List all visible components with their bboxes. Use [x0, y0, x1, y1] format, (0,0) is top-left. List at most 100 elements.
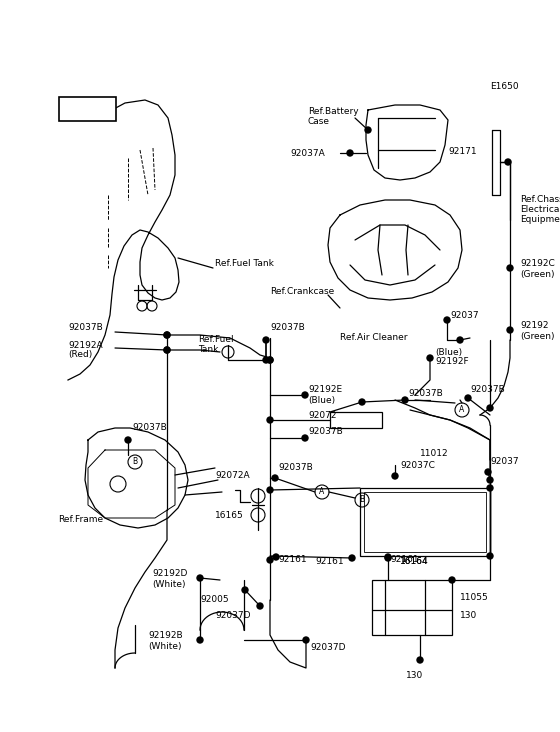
Text: Equipment: Equipment	[520, 215, 560, 225]
Circle shape	[402, 397, 408, 403]
Text: Ref.Crankcase: Ref.Crankcase	[270, 288, 334, 296]
Circle shape	[457, 337, 463, 343]
Circle shape	[197, 575, 203, 581]
Text: 130: 130	[460, 610, 477, 619]
Text: Electrical: Electrical	[520, 206, 560, 214]
Circle shape	[267, 357, 273, 363]
Circle shape	[273, 554, 279, 560]
Text: 92037: 92037	[490, 458, 519, 466]
Text: 11055: 11055	[460, 594, 489, 602]
Text: FRONT: FRONT	[68, 105, 106, 115]
Bar	[364, 492, 486, 552]
Text: A: A	[319, 488, 325, 496]
Text: Ref.Fuel Tank: Ref.Fuel Tank	[215, 258, 274, 267]
Text: 11012: 11012	[420, 449, 449, 458]
Text: 92037D: 92037D	[215, 610, 250, 619]
Circle shape	[272, 475, 278, 481]
Circle shape	[263, 357, 269, 363]
Circle shape	[303, 637, 309, 643]
Text: 92037B: 92037B	[470, 386, 505, 395]
Circle shape	[267, 557, 273, 563]
Circle shape	[267, 487, 273, 493]
Text: 92072: 92072	[308, 411, 337, 419]
Text: Ref.Fuel: Ref.Fuel	[198, 335, 234, 345]
Circle shape	[487, 553, 493, 559]
Circle shape	[465, 395, 471, 401]
Text: 92161: 92161	[315, 558, 344, 567]
Circle shape	[507, 327, 513, 333]
Circle shape	[349, 555, 355, 561]
Circle shape	[392, 473, 398, 479]
Text: 16164: 16164	[400, 558, 428, 567]
Bar	[330, 412, 382, 428]
Circle shape	[487, 485, 493, 491]
Circle shape	[485, 469, 491, 475]
Circle shape	[487, 477, 493, 483]
Circle shape	[164, 332, 170, 338]
Circle shape	[267, 417, 273, 423]
Circle shape	[302, 392, 308, 398]
Text: 92161: 92161	[390, 556, 419, 564]
Text: 92171: 92171	[448, 148, 477, 157]
Text: 92192F: 92192F	[435, 357, 469, 367]
Circle shape	[385, 554, 391, 560]
Text: 92005: 92005	[200, 596, 228, 605]
Text: 92192E: 92192E	[308, 386, 342, 395]
Text: 92037C: 92037C	[400, 460, 435, 469]
Circle shape	[347, 150, 353, 156]
Circle shape	[164, 332, 170, 338]
Circle shape	[427, 355, 433, 361]
Circle shape	[507, 265, 513, 271]
Text: 16164: 16164	[400, 558, 428, 567]
Text: A: A	[459, 406, 465, 414]
Circle shape	[359, 399, 365, 405]
Text: Ref.Battery: Ref.Battery	[308, 108, 358, 116]
Text: (Green): (Green)	[520, 332, 554, 340]
Text: 92192D: 92192D	[152, 569, 188, 578]
Text: 92037D: 92037D	[310, 643, 346, 652]
Text: (White): (White)	[152, 580, 185, 589]
Circle shape	[365, 127, 371, 133]
Text: (Green): (Green)	[520, 269, 554, 278]
Circle shape	[267, 357, 273, 363]
Bar	[360, 488, 490, 556]
Text: 92192: 92192	[520, 321, 548, 331]
Circle shape	[197, 637, 203, 643]
Circle shape	[302, 435, 308, 441]
Text: 92037B: 92037B	[408, 389, 443, 397]
Text: (Blue): (Blue)	[308, 395, 335, 405]
Text: Tank: Tank	[198, 346, 218, 354]
Circle shape	[449, 577, 455, 583]
Circle shape	[164, 347, 170, 353]
Circle shape	[164, 347, 170, 353]
Circle shape	[257, 603, 263, 609]
Text: B: B	[360, 496, 365, 504]
Text: (White): (White)	[148, 641, 181, 651]
Text: (Red): (Red)	[68, 349, 92, 359]
Text: 92037B: 92037B	[68, 324, 102, 332]
Text: (Blue): (Blue)	[435, 348, 462, 356]
Text: B: B	[132, 458, 138, 466]
Text: 92037A: 92037A	[290, 149, 325, 157]
Text: Ref.Air Cleaner: Ref.Air Cleaner	[340, 334, 408, 343]
Text: 92192A: 92192A	[68, 340, 102, 349]
Text: 92161: 92161	[278, 556, 307, 564]
Text: 92192B: 92192B	[148, 632, 183, 640]
Text: 92037B: 92037B	[278, 463, 312, 472]
Circle shape	[242, 587, 248, 593]
Text: 92037B: 92037B	[132, 424, 167, 433]
Text: 92037B: 92037B	[308, 427, 343, 436]
Bar	[372, 580, 452, 635]
Text: Ref.Chassis: Ref.Chassis	[520, 195, 560, 204]
Circle shape	[125, 437, 131, 443]
Circle shape	[505, 159, 511, 165]
Text: 92037B: 92037B	[270, 324, 305, 332]
Circle shape	[487, 405, 493, 411]
Text: 92072A: 92072A	[215, 471, 250, 480]
Text: Case: Case	[308, 118, 330, 127]
Text: E1650: E1650	[490, 82, 519, 91]
Text: Ref.Frame: Ref.Frame	[58, 515, 103, 525]
Text: 92192C: 92192C	[520, 260, 555, 269]
FancyBboxPatch shape	[59, 97, 116, 121]
Circle shape	[417, 657, 423, 663]
